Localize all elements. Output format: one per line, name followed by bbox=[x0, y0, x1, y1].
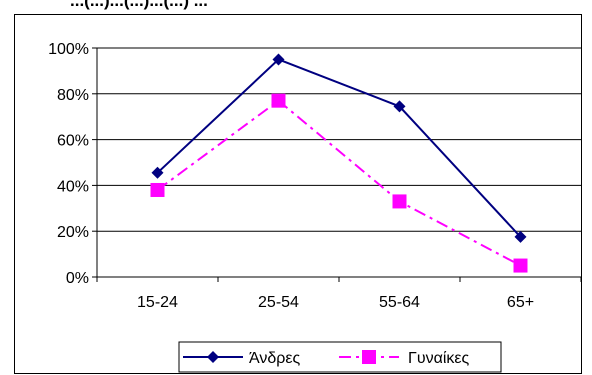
series-layer bbox=[150, 53, 528, 273]
data-point-series-1 bbox=[272, 53, 285, 66]
x-tick-labels: 15-24 25-54 55-64 65+ bbox=[137, 294, 534, 311]
data-point-series-1 bbox=[514, 230, 527, 243]
grid-lines bbox=[97, 47, 581, 232]
y-tick-label: 0% bbox=[66, 270, 89, 287]
data-point-series-2 bbox=[271, 93, 286, 108]
series-line-2 bbox=[156, 99, 521, 267]
y-tick-label: 20% bbox=[57, 224, 89, 241]
legend: Άνδρες Γυναίκες bbox=[178, 341, 502, 373]
legend-label-1: Άνδρες bbox=[249, 350, 301, 367]
data-point-series-2 bbox=[513, 258, 528, 273]
clipped-chart-title: ...(...)...(...)...(...) ... bbox=[70, 0, 208, 10]
data-point-series-1 bbox=[151, 166, 164, 179]
legend-marker-1 bbox=[207, 351, 219, 363]
legend-marker-2 bbox=[362, 350, 376, 364]
data-point-series-1 bbox=[393, 100, 406, 113]
data-point-series-2 bbox=[150, 182, 165, 197]
y-tick-labels: 0% 20% 40% 60% 80% 100% bbox=[48, 41, 89, 287]
x-tick-label: 55-64 bbox=[379, 294, 420, 311]
x-tick-label: 15-24 bbox=[137, 294, 178, 311]
chart-frame bbox=[14, 14, 582, 374]
x-tick-label: 25-54 bbox=[258, 294, 299, 311]
y-tick-label: 100% bbox=[48, 41, 89, 58]
y-tick-label: 80% bbox=[57, 87, 89, 104]
data-point-series-2 bbox=[392, 194, 407, 209]
axes bbox=[92, 47, 582, 282]
y-tick-label: 60% bbox=[57, 133, 89, 150]
series-line-1 bbox=[156, 58, 522, 238]
y-tick-label: 40% bbox=[57, 178, 89, 195]
x-tick-label: 65+ bbox=[507, 294, 534, 311]
legend-label-2: Γυναίκες bbox=[408, 350, 470, 367]
